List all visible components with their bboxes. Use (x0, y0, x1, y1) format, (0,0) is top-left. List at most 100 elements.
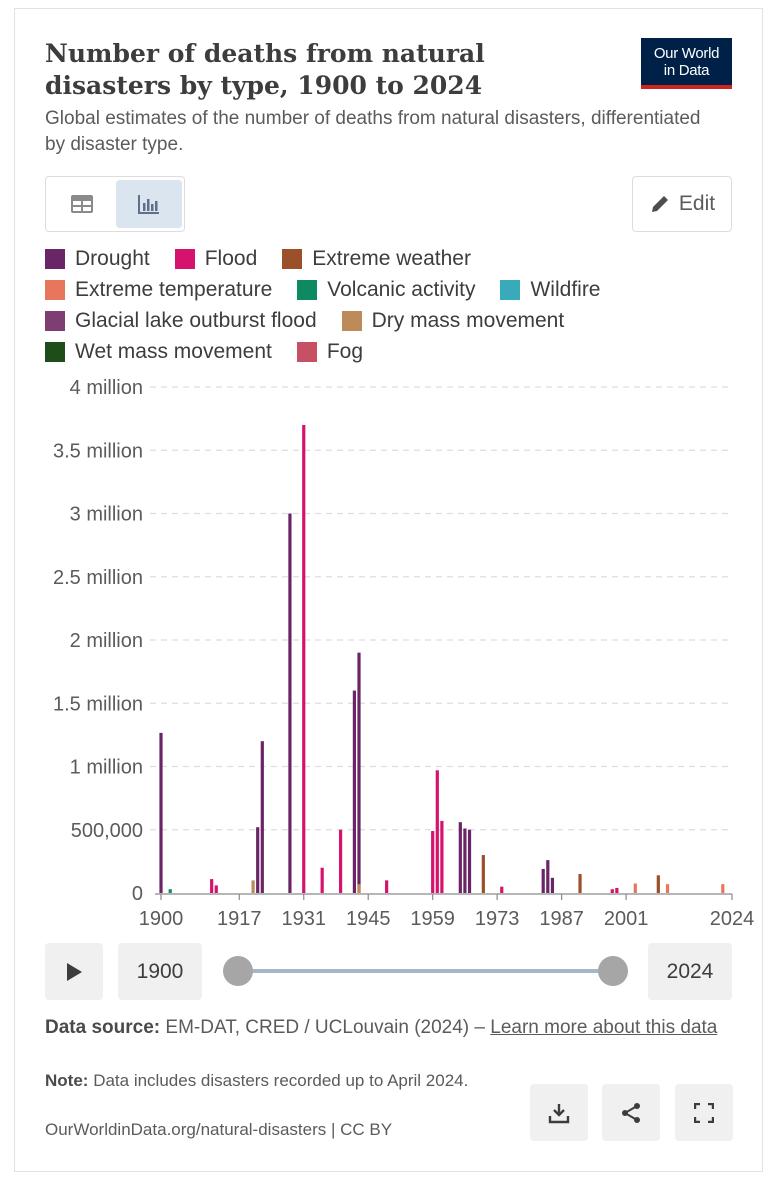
y-tick-label: 2 million (70, 630, 143, 652)
bar (541, 868, 545, 893)
timeline-start-handle[interactable] (223, 956, 253, 986)
bar (463, 828, 467, 893)
bar (633, 883, 637, 893)
table-icon (71, 195, 93, 213)
x-tick-label: 1973 (475, 908, 520, 930)
y-tick-label: 2.5 million (53, 567, 143, 589)
chart-title: Number of deaths from natural disasters … (45, 39, 485, 100)
legend-row-2: Extreme temperature Volcanic activity Wi… (45, 277, 626, 303)
legend-swatch (45, 342, 65, 362)
legend-label: Extreme temperature (75, 278, 273, 301)
timeline-end-handle[interactable] (598, 956, 628, 986)
legend-swatch (45, 311, 65, 331)
bar (546, 860, 550, 893)
learn-more-link[interactable]: Learn more about this data (490, 1017, 718, 1038)
bar (431, 831, 435, 893)
legend-label: Extreme weather (312, 247, 471, 270)
legend-item-extreme-weather[interactable]: Extreme weather (282, 246, 471, 272)
legend-label: Glacial lake outburst flood (75, 309, 317, 332)
tab-table[interactable] (49, 180, 115, 228)
bar (458, 822, 462, 893)
bar (260, 741, 264, 893)
legend-row-1: Drought Flood Extreme weather (45, 246, 496, 272)
fullscreen-button[interactable] (675, 1084, 733, 1141)
y-tick-label: 3 million (70, 504, 143, 526)
timeline-end-year[interactable]: 2024 (648, 943, 732, 1000)
bar (357, 884, 361, 893)
x-tick-label: 1987 (539, 908, 584, 930)
bar (721, 884, 725, 893)
note-label: Note: (45, 1071, 89, 1090)
x-tick-label: 2001 (604, 908, 649, 930)
logo-line2: in Data (663, 62, 710, 79)
bar (440, 820, 444, 893)
bar-chart-icon (138, 195, 159, 214)
source-url[interactable]: OurWorldinData.org/natural-disasters | C… (45, 1120, 393, 1139)
legend-row-4: Wet mass movement Fog (45, 339, 388, 365)
legend-label: Fog (326, 340, 364, 363)
timeline-track[interactable] (238, 969, 613, 973)
legend-item-flood[interactable]: Flood (174, 246, 258, 272)
legend-item-glacial-lake-outburst-flood[interactable]: Glacial lake outburst flood (45, 308, 317, 334)
x-tick-label: 1900 (139, 908, 184, 930)
source-text: EM-DAT, CRED / UCLouvain (2024) – (165, 1017, 485, 1038)
share-icon (622, 1102, 640, 1123)
edit-button[interactable]: Edit (632, 176, 732, 232)
play-icon (67, 962, 82, 981)
bar (251, 880, 255, 893)
bar (338, 829, 343, 893)
legend-swatch (282, 249, 303, 269)
y-tick-label: 4 million (70, 377, 143, 399)
legend-swatch (296, 342, 317, 362)
timeline-start-year[interactable]: 1900 (118, 943, 202, 1000)
legend-item-drought[interactable]: Drought (45, 246, 150, 272)
edit-label: Edit (678, 192, 716, 215)
download-button[interactable] (530, 1084, 588, 1141)
note-text: Data includes disasters recorded up to A… (93, 1071, 469, 1090)
bar (481, 855, 485, 893)
y-tick-label: 500,000 (71, 820, 143, 842)
bar (610, 889, 614, 893)
bar (435, 770, 439, 893)
bar (578, 874, 582, 893)
legend-item-wildfire[interactable]: Wildfire (500, 277, 601, 303)
bar (357, 652, 361, 893)
logo-line1: Our World (653, 45, 720, 62)
chart-card (14, 8, 763, 1172)
legend-item-dry-mass-movement[interactable]: Dry mass movement (341, 308, 565, 334)
x-tick-label: 2024 (710, 908, 755, 930)
data-source: Data source: EM-DAT, CRED / UCLouvain (2… (45, 1016, 725, 1040)
legend-label: Volcanic activity (327, 278, 476, 301)
legend-item-fog[interactable]: Fog (296, 339, 364, 365)
legend-swatch (341, 311, 362, 331)
legend-item-extreme-temperature[interactable]: Extreme temperature (45, 277, 272, 303)
bar (302, 424, 306, 893)
bar (550, 877, 555, 893)
x-tick-label: 1931 (282, 908, 327, 930)
source-label: Data source: (45, 1017, 161, 1038)
legend-label: Dry mass movement (371, 309, 565, 332)
tab-chart[interactable] (116, 180, 182, 228)
legend-swatch (45, 280, 65, 300)
bar (256, 827, 260, 893)
bar (210, 879, 214, 893)
bar (159, 732, 163, 893)
legend-swatch (45, 249, 65, 269)
bar (168, 889, 172, 893)
bar-chart: 0 500,000 1 million 1.5 million 2 million 2.5… (53, 377, 755, 930)
x-tick-label: 1959 (410, 908, 455, 930)
owid-logo[interactable]: Our World in Data (641, 38, 732, 89)
x-tick-label: 1945 (346, 908, 391, 930)
view-toggle (45, 176, 185, 232)
legend-swatch (500, 280, 521, 300)
legend-item-wet-mass-movement[interactable]: Wet mass movement (45, 339, 272, 365)
legend-label: Wet mass movement (75, 340, 272, 363)
bar (656, 875, 660, 893)
share-button[interactable] (602, 1084, 660, 1141)
play-button[interactable] (45, 943, 103, 1000)
pencil-icon (651, 196, 668, 212)
legend-swatch (297, 280, 318, 300)
legend-item-volcanic-activity[interactable]: Volcanic activity (297, 277, 475, 303)
legend-label: Flood (204, 247, 258, 270)
y-tick-label: 1.5 million (53, 693, 143, 715)
